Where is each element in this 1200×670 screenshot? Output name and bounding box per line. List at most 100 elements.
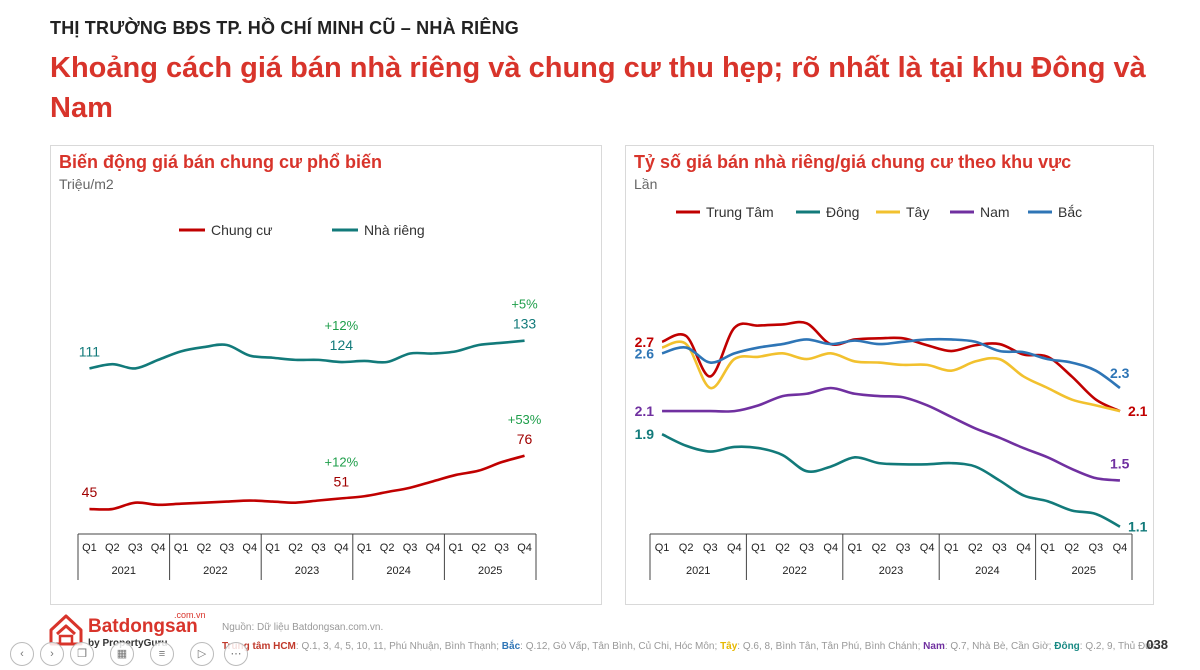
data-label: 45 [82,484,98,500]
note-part: Tây [720,641,738,652]
note-part: Nam [923,641,945,652]
x-tick-label: Q1 [944,542,959,554]
data-label: 2.1 [635,403,655,419]
legend-label: Tây [906,204,929,220]
x-tick-label: Q4 [242,542,257,554]
legend-label: Nam [980,204,1010,220]
x-tick-label: Q1 [357,542,372,554]
x-tick-label: Q4 [727,542,742,554]
series-line [661,340,1121,413]
x-tick-label: Q2 [872,542,887,554]
year-label: 2025 [1072,565,1096,577]
legend-label: Nhà riêng [364,222,425,238]
copy-icon[interactable]: ❐ [70,642,94,666]
more-icon[interactable]: ⋯ [224,642,248,666]
chart-panel-price-ratio: Tỷ số giá bán nhà riêng/giá chung cư the… [625,145,1154,605]
data-label: 51 [334,473,350,489]
chart-title: Biến động giá bán chung cư phổ biến [59,152,383,172]
viewer-toolbar: ‹ › ❐ ▦ ≡ ▷ ⋯ [0,638,300,670]
logo-name: Batdongsan [88,616,198,637]
series-line [89,454,525,511]
x-tick-label: Q3 [403,542,418,554]
x-tick-label: Q2 [105,542,120,554]
chart-title: Tỷ số giá bán nhà riêng/giá chung cư the… [634,152,1072,172]
x-tick-label: Q4 [517,542,532,554]
legend-label: Trung Tâm [706,204,774,220]
x-tick-label: Q2 [775,542,790,554]
page-kicker: THỊ TRƯỜNG BĐS TP. HỒ CHÍ MINH CŨ – NHÀ … [50,18,519,38]
x-tick-label: Q3 [311,542,326,554]
x-tick-label: Q3 [992,542,1007,554]
x-tick-label: Q2 [968,542,983,554]
house-logo-icon [49,614,83,646]
chart-unit: Triệu/m2 [59,176,114,192]
x-tick-label: Q1 [751,542,766,554]
series-line [662,386,1121,482]
x-tick-label: Q4 [920,542,935,554]
note-part: Đông [1054,641,1080,652]
data-label: 111 [79,343,100,359]
x-tick-label: Q3 [703,542,718,554]
data-label: 1.1 [1128,519,1148,535]
forward-icon[interactable]: › [40,642,64,666]
x-tick-label: Q2 [197,542,212,554]
note-part: : Q.7, Nhà Bè, Cần Giờ; [944,641,1055,652]
x-tick-label: Q2 [471,542,486,554]
note-part: Bắc [501,641,521,652]
year-label: 2025 [478,565,502,577]
year-label: 2023 [295,565,319,577]
x-tick-label: Q1 [82,542,97,554]
data-label: 2.1 [1128,403,1148,419]
legend-label: Đông [826,204,859,220]
source-note: Nguồn: Dữ liệu Batdongsan.com.vn. [222,622,384,633]
data-label: 76 [517,431,533,447]
series-line [661,433,1121,528]
year-label: 2022 [782,565,806,577]
x-tick-label: Q2 [380,542,395,554]
note-part: : Q.2, 9, Thủ Đức [1079,641,1157,652]
x-tick-label: Q4 [1113,542,1128,554]
series-line [89,339,525,370]
x-tick-label: Q3 [494,542,509,554]
note-part: : Q.6, 8, Bình Tân, Tân Phú, Bình Chánh; [737,641,924,652]
region-definition-note: Trung tâm HCM: Q.1, 3, 4, 5, 10, 11, Phú… [222,641,1157,652]
year-label: 2021 [112,565,136,577]
change-label: +53% [508,412,542,427]
x-tick-label: Q3 [799,542,814,554]
year-label: 2022 [203,565,227,577]
x-tick-label: Q4 [823,542,838,554]
data-label: 2.7 [635,334,655,350]
logo-domain: .com.vn [174,610,206,620]
page-number: 038 [1146,637,1168,652]
year-label: 2021 [686,565,710,577]
change-label: +12% [325,454,359,469]
change-label: +12% [325,318,359,333]
data-label: 2.6 [635,345,655,361]
series-line [661,337,1121,390]
data-label: 1.5 [1110,455,1130,471]
chart-price-ratio-by-region: Trung Tâm Đông Tây Nam Bắc 2.72.6 2.1 1.9 2.3 2.1… [635,204,1148,580]
video-icon[interactable]: ▷ [190,642,214,666]
grid-icon[interactable]: ▦ [110,642,134,666]
legend-label: Chung cư [211,222,273,238]
data-label: 2.3 [1110,365,1130,381]
year-label: 2024 [386,565,410,577]
x-tick-label: Q3 [128,542,143,554]
x-tick-label: Q3 [896,542,911,554]
back-icon[interactable]: ‹ [10,642,34,666]
page-title: Khoảng cách giá bán nhà riêng và chung c… [50,52,1146,124]
x-tick-label: Q4 [426,542,441,554]
menu-icon[interactable]: ≡ [150,642,174,666]
x-tick-label: Q3 [1089,542,1104,554]
year-label: 2024 [975,565,999,577]
x-tick-label: Q1 [655,542,670,554]
chart-panel-apartment-prices: Biến động giá bán chung cư phổ biến Triệ… [50,145,602,605]
note-part: : Q.12, Gò Vấp, Tân Bình, Củ Chi, Hóc Mô… [520,641,721,652]
x-tick-label: Q1 [265,542,280,554]
chart-unit: Lần [634,176,658,192]
year-label: 2023 [879,565,903,577]
x-tick-label: Q1 [1040,542,1055,554]
data-label: 1.9 [635,426,655,442]
note-part: : Q.1, 3, 4, 5, 10, 11, Phú Nhuận, Bình … [295,641,502,652]
x-tick-label: Q1 [848,542,863,554]
